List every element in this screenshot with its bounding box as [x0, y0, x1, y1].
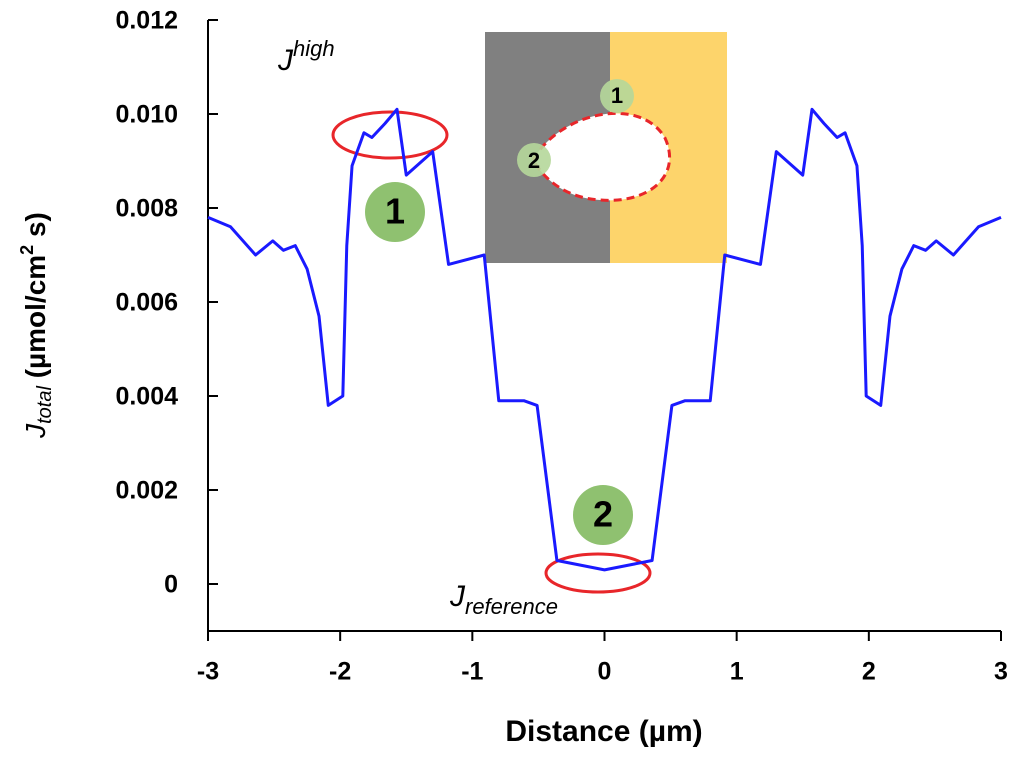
x-tick-label: -3: [197, 658, 219, 686]
marker-circle: [365, 182, 425, 242]
j-symbol: J: [277, 44, 294, 77]
marker-label: 1: [385, 191, 405, 232]
j-subscript: reference: [465, 594, 558, 619]
j-symbol: J: [449, 580, 466, 613]
j-reference: Jreference: [449, 580, 558, 619]
x-tick-label: -1: [461, 658, 483, 686]
highlight-ellipse: [331, 110, 449, 160]
x-tick-label: -2: [329, 658, 351, 686]
y-title-units: (µmol/cm: [20, 255, 51, 386]
y-tick-label: 0.010: [115, 101, 178, 129]
j-high: Jhigh: [277, 36, 335, 77]
x-tick-label: 2: [862, 658, 876, 686]
inset-marker-label: 2: [528, 148, 540, 173]
y-title-symbol: J: [20, 423, 51, 439]
y-tick-label: 0: [164, 571, 178, 599]
x-tick-label: 0: [598, 658, 612, 686]
inset-marker-label: 1: [611, 83, 623, 108]
inset-marker: [600, 79, 634, 113]
y-title-units: s): [20, 212, 51, 245]
y-axis-title: Jtotal (µmol/cm2 s): [17, 212, 57, 439]
y-tick-label: 0.002: [115, 477, 178, 505]
y-tick-label: 0.004: [115, 383, 178, 411]
y-tick-label: 0.012: [115, 7, 178, 35]
y-tick-label: 0.008: [115, 195, 178, 223]
j-superscript: high: [293, 36, 335, 61]
y-title-subscript: total: [34, 386, 56, 424]
data-line: [207, 107, 1002, 572]
x-tick-label: 3: [994, 658, 1008, 686]
inset-particle: [531, 111, 672, 202]
x-tick-label: 1: [730, 658, 744, 686]
marker-label: 2: [593, 494, 613, 535]
y-title-superscript: 2: [17, 245, 37, 255]
x-axis-title: Distance (µm): [505, 715, 702, 748]
marker-circle: [573, 485, 633, 545]
inset-marker: [517, 143, 551, 177]
highlight-ellipse: [544, 552, 652, 594]
y-tick-label: 0.006: [115, 289, 178, 317]
